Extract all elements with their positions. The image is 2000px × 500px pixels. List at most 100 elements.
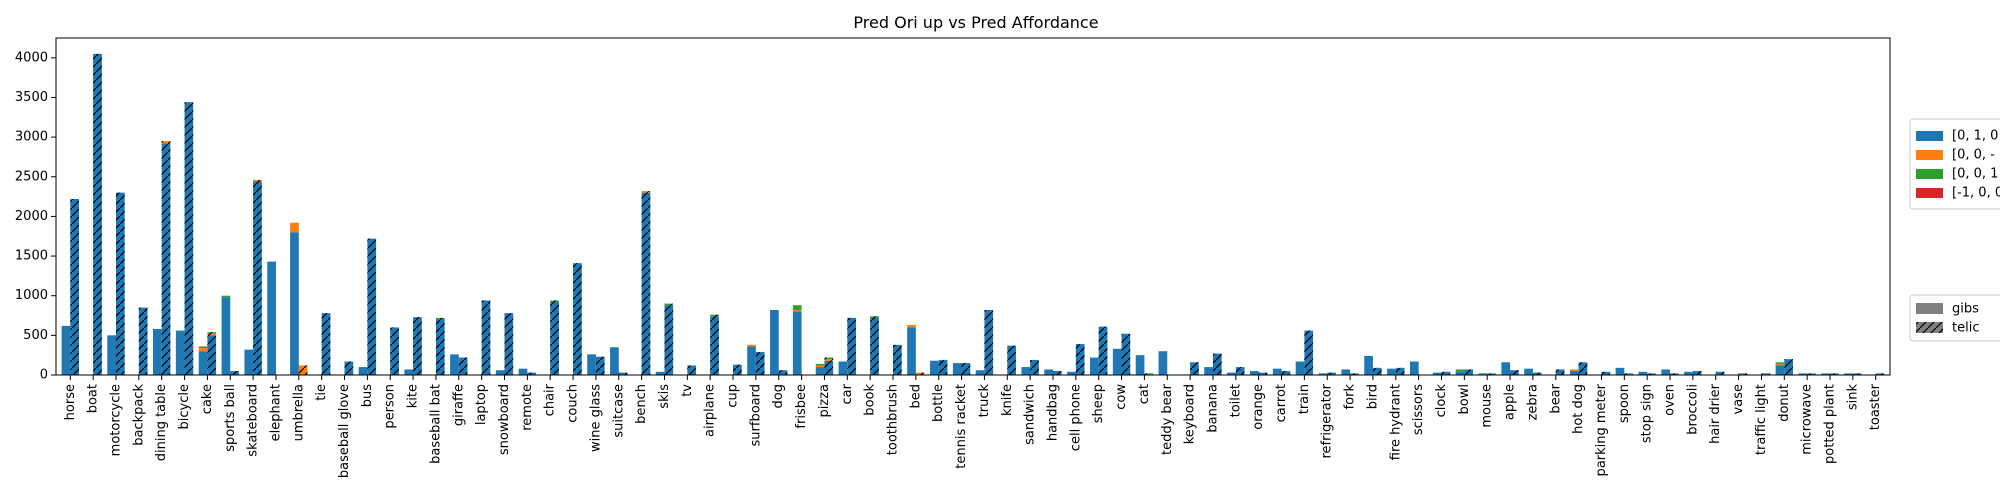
bar-telic-hatch <box>595 356 605 375</box>
x-tick-label: refrigerator <box>1320 383 1335 458</box>
x-tick-label: carrot <box>1274 384 1289 422</box>
bar-gibs-series-2 <box>221 295 231 298</box>
x-tick-label: frisbee <box>794 384 809 429</box>
bar-gibs-series-0 <box>1844 373 1853 375</box>
x-tick-label: apple <box>1503 384 1518 420</box>
bars-layer <box>61 53 1885 376</box>
x-tick-label: clock <box>1434 384 1449 418</box>
bar-telic-hatch <box>1510 370 1519 375</box>
y-tick-label: 4000 <box>15 50 48 65</box>
x-tick-label: tv <box>680 384 695 397</box>
bar-gibs-series-0 <box>1364 355 1373 375</box>
bar-telic-hatch <box>1761 373 1771 375</box>
x-tick-label: broccoli <box>1685 384 1700 435</box>
bar-gibs-series-1 <box>792 309 802 312</box>
y-tick-label: 1500 <box>15 249 48 264</box>
bar-gibs-series-1 <box>747 344 756 347</box>
bar-telic-hatch <box>207 332 217 334</box>
bar-telic-hatch <box>1830 373 1839 375</box>
x-tick-label: bus <box>360 384 375 407</box>
bar-gibs-series-0 <box>61 325 71 375</box>
bar-gibs-series-2 <box>792 305 802 310</box>
bar-telic-hatch <box>573 263 582 375</box>
bar-telic-hatch <box>253 179 262 182</box>
bar-gibs-series-1 <box>198 348 208 352</box>
bar-telic-hatch <box>344 361 354 375</box>
bar-telic-hatch <box>321 313 331 375</box>
bar-telic-hatch <box>138 307 148 375</box>
bar-telic-hatch <box>1327 372 1336 375</box>
x-tick-label: skis <box>657 384 672 409</box>
hatch-legend: gibs telic <box>1909 294 2000 342</box>
bar-gibs-series-0 <box>770 309 779 375</box>
bar-telic-hatch <box>1052 371 1062 375</box>
bar-telic-hatch <box>915 372 925 375</box>
x-tick-label: tennis racket <box>954 384 969 469</box>
bar-telic-hatch <box>1098 326 1108 375</box>
bar-telic-hatch <box>390 327 399 375</box>
x-tick-label: hot dog <box>1571 384 1586 434</box>
x-tick-label: boat <box>86 384 101 413</box>
chart-title: Pred Ori up vs Pred Affordance <box>853 13 1098 32</box>
bar-gibs-series-2 <box>198 346 208 349</box>
bar-gibs-series-0 <box>610 347 619 375</box>
bar-telic-hatch <box>1875 373 1885 375</box>
x-tick-label: donut <box>1777 384 1792 422</box>
x-tick-label: scissors <box>1411 384 1426 435</box>
bar-telic-hatch <box>161 143 171 375</box>
bar-gibs-series-0 <box>1478 373 1488 375</box>
bar-telic-hatch <box>161 141 171 144</box>
bar-telic-hatch <box>458 357 468 375</box>
bar-gibs-series-2 <box>1775 362 1785 364</box>
x-tick-label: bottle <box>931 384 946 422</box>
x-tick-label: umbrella <box>291 384 306 441</box>
bar-gibs-series-0 <box>153 329 162 375</box>
legend-swatch <box>1916 188 1943 198</box>
x-tick-label: bicycle <box>177 384 192 429</box>
bar-gibs-series-0 <box>1204 367 1213 375</box>
bar-gibs-series-0 <box>1272 368 1282 375</box>
x-tick-label: sheep <box>1091 384 1106 423</box>
x-tick-label: laptop <box>474 384 489 425</box>
bar-gibs-series-2 <box>815 363 825 366</box>
bar-telic-hatch <box>504 313 514 375</box>
bar-telic-hatch <box>870 316 879 318</box>
x-tick-label: elephant <box>268 384 283 441</box>
x-tick-label: knife <box>1000 384 1015 416</box>
x-tick-label: traffic light <box>1754 384 1769 455</box>
x-axis: horse boat motorcycle backpack dining table b… <box>63 375 1883 478</box>
x-tick-label: fork <box>1343 384 1358 410</box>
x-tick-label: train <box>1297 384 1312 414</box>
bar-telic-hatch <box>641 191 651 193</box>
bar-telic-hatch <box>1532 372 1542 375</box>
x-tick-label: horse <box>63 384 78 420</box>
bar-gibs-series-0 <box>1112 348 1122 375</box>
bar-gibs-series-0 <box>290 232 299 375</box>
bar-telic-hatch <box>435 317 445 320</box>
x-tick-label: cell phone <box>1068 384 1083 451</box>
bar-gibs-series-0 <box>1135 355 1145 375</box>
bar-telic-hatch <box>207 333 217 336</box>
bar-telic-hatch <box>1464 369 1474 375</box>
x-tick-label: baseball bat <box>428 384 443 464</box>
bar-telic-hatch <box>733 364 742 375</box>
bar-telic-hatch <box>1144 373 1154 375</box>
bar-gibs-series-0 <box>244 349 254 375</box>
bar-telic-hatch <box>1075 344 1085 375</box>
bar-telic-hatch <box>1555 369 1565 375</box>
bar-telic-hatch <box>1281 371 1291 375</box>
x-tick-label: giraffe <box>451 384 466 426</box>
legend-swatch-hatch <box>1916 322 1943 333</box>
bar-gibs-series-1 <box>907 325 916 328</box>
bar-telic-hatch <box>184 102 194 375</box>
bar-gibs-series-0 <box>1455 371 1465 375</box>
legend-swatch <box>1916 131 1943 141</box>
bar-gibs-series-0 <box>747 346 756 375</box>
series-legend: [0, 1, 0 [0, 0, - [0, 0, 1 [-1, 0, 0 <box>1909 118 2000 210</box>
bar-telic-hatch <box>1212 353 1222 375</box>
x-tick-label: zebra <box>1525 384 1540 420</box>
x-tick-label: pizza <box>817 384 832 417</box>
bar-telic-hatch <box>1578 362 1588 375</box>
bar-telic-hatch <box>847 317 856 375</box>
